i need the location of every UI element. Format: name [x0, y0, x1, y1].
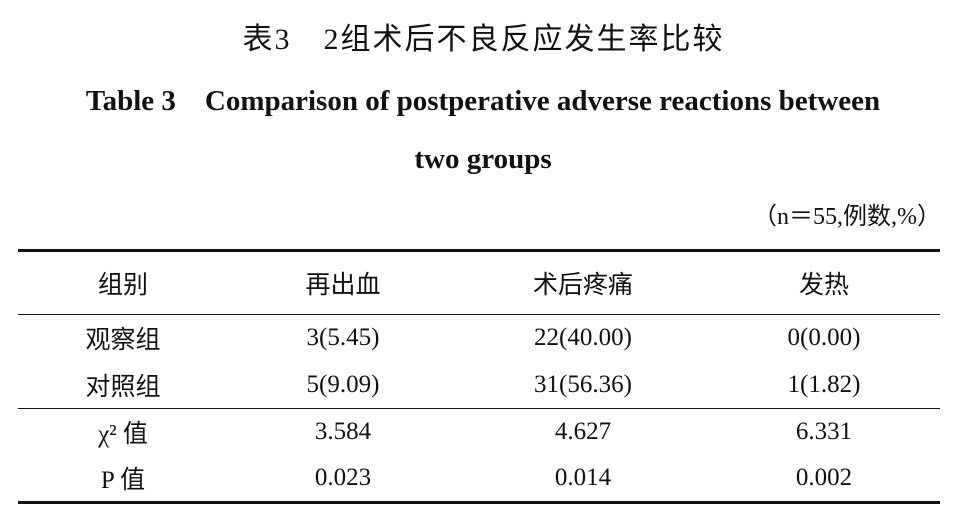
- table-cell: 3.584: [314, 418, 372, 446]
- table-row: 观察组 3(5.45) 22(40.00) 0(0.00): [18, 315, 940, 362]
- column-header: 发热: [798, 272, 849, 299]
- title-en: Table 3 Comparison of postperative adver…: [85, 85, 881, 175]
- row-label: χ² 值: [98, 421, 148, 449]
- table-row: P 值 0.023 0.014 0.002: [18, 456, 940, 503]
- table-cell: 31(56.36): [534, 370, 632, 398]
- row-label: P 值: [100, 467, 146, 495]
- table-cell: 6.331: [795, 418, 853, 446]
- column-header: 再出血: [305, 272, 381, 299]
- data-table: 组别 再出血 术后疼痛 发热 观察组 3(5.45) 22(40.00) 0(0.00) 对照…: [18, 249, 940, 504]
- table-cell: 5(9.09): [306, 370, 380, 398]
- table-cell: 0.014: [554, 464, 612, 492]
- title-cn: 表3 2组术后不良反应发生率比较: [242, 23, 725, 56]
- table-cell: 22(40.00): [534, 324, 632, 352]
- row-label: 观察组: [85, 327, 161, 355]
- table-row: χ² 值 3.584 4.627 6.331: [18, 408, 940, 456]
- table-cell: 0.023: [314, 464, 372, 492]
- row-label: 对照组: [85, 373, 161, 401]
- column-header: 术后疼痛: [532, 272, 633, 299]
- table-cell: 4.627: [554, 418, 612, 446]
- table-head: 组别 再出血 术后疼痛 发热: [18, 250, 940, 315]
- table-cell: 0(0.00): [787, 324, 861, 352]
- table-cell: 1(1.82): [787, 370, 861, 398]
- column-header: 组别: [97, 272, 148, 299]
- table-row: 对照组 5(9.09) 31(56.36) 1(1.82): [18, 362, 940, 409]
- table-note: （n＝55,例数,%）: [753, 204, 941, 230]
- header-row: 组别 再出血 术后疼痛 发热: [18, 250, 940, 315]
- table-body: 观察组 3(5.45) 22(40.00) 0(0.00) 对照组 5(9.09) 31(5…: [18, 315, 940, 409]
- table-cell: 3(5.45): [306, 324, 380, 352]
- table-cell: 0.002: [795, 464, 853, 492]
- table-stats: χ² 值 3.584 4.627 6.331 P 值 0.023 0.014 0.002: [18, 408, 940, 503]
